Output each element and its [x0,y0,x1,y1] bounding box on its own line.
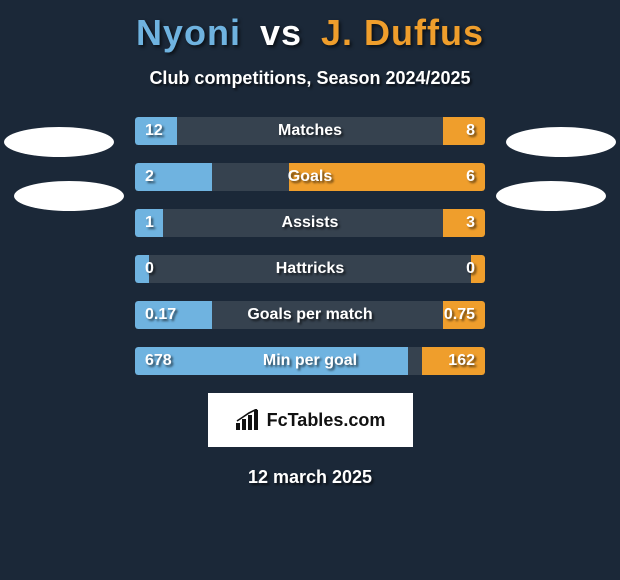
competition-subtitle: Club competitions, Season 2024/2025 [0,68,620,89]
stat-label: Goals per match [135,301,485,329]
stat-label: Min per goal [135,347,485,375]
stats-chart: 128Matches26Goals13Assists00Hattricks0.1… [0,127,620,387]
player-right-badge-2 [496,181,606,211]
branding-box: FcTables.com [208,393,413,447]
player-left-badge-1 [4,127,114,157]
bars-growth-icon [235,409,261,431]
stat-label: Matches [135,117,485,145]
stat-row: 13Assists [135,209,485,237]
stat-label: Assists [135,209,485,237]
date-text: 12 march 2025 [0,467,620,488]
stat-label: Hattricks [135,255,485,283]
stat-row: 0.170.75Goals per match [135,301,485,329]
stat-row: 678162Min per goal [135,347,485,375]
stat-row: 00Hattricks [135,255,485,283]
stat-row: 26Goals [135,163,485,191]
stat-rows: 128Matches 26Goals 13Assists 00Hattricks 0.1… [135,117,485,393]
branding-text: FcTables.com [267,410,386,431]
player-right-name: J. Duffus [321,12,484,53]
player-left-name: Nyoni [136,12,241,53]
stat-label: Goals [135,163,485,191]
player-left-badge-2 [14,181,124,211]
stat-row: 128Matches [135,117,485,145]
player-right-badge-1 [506,127,616,157]
comparison-title: Nyoni vs J. Duffus [0,0,620,54]
vs-text: vs [260,12,302,53]
